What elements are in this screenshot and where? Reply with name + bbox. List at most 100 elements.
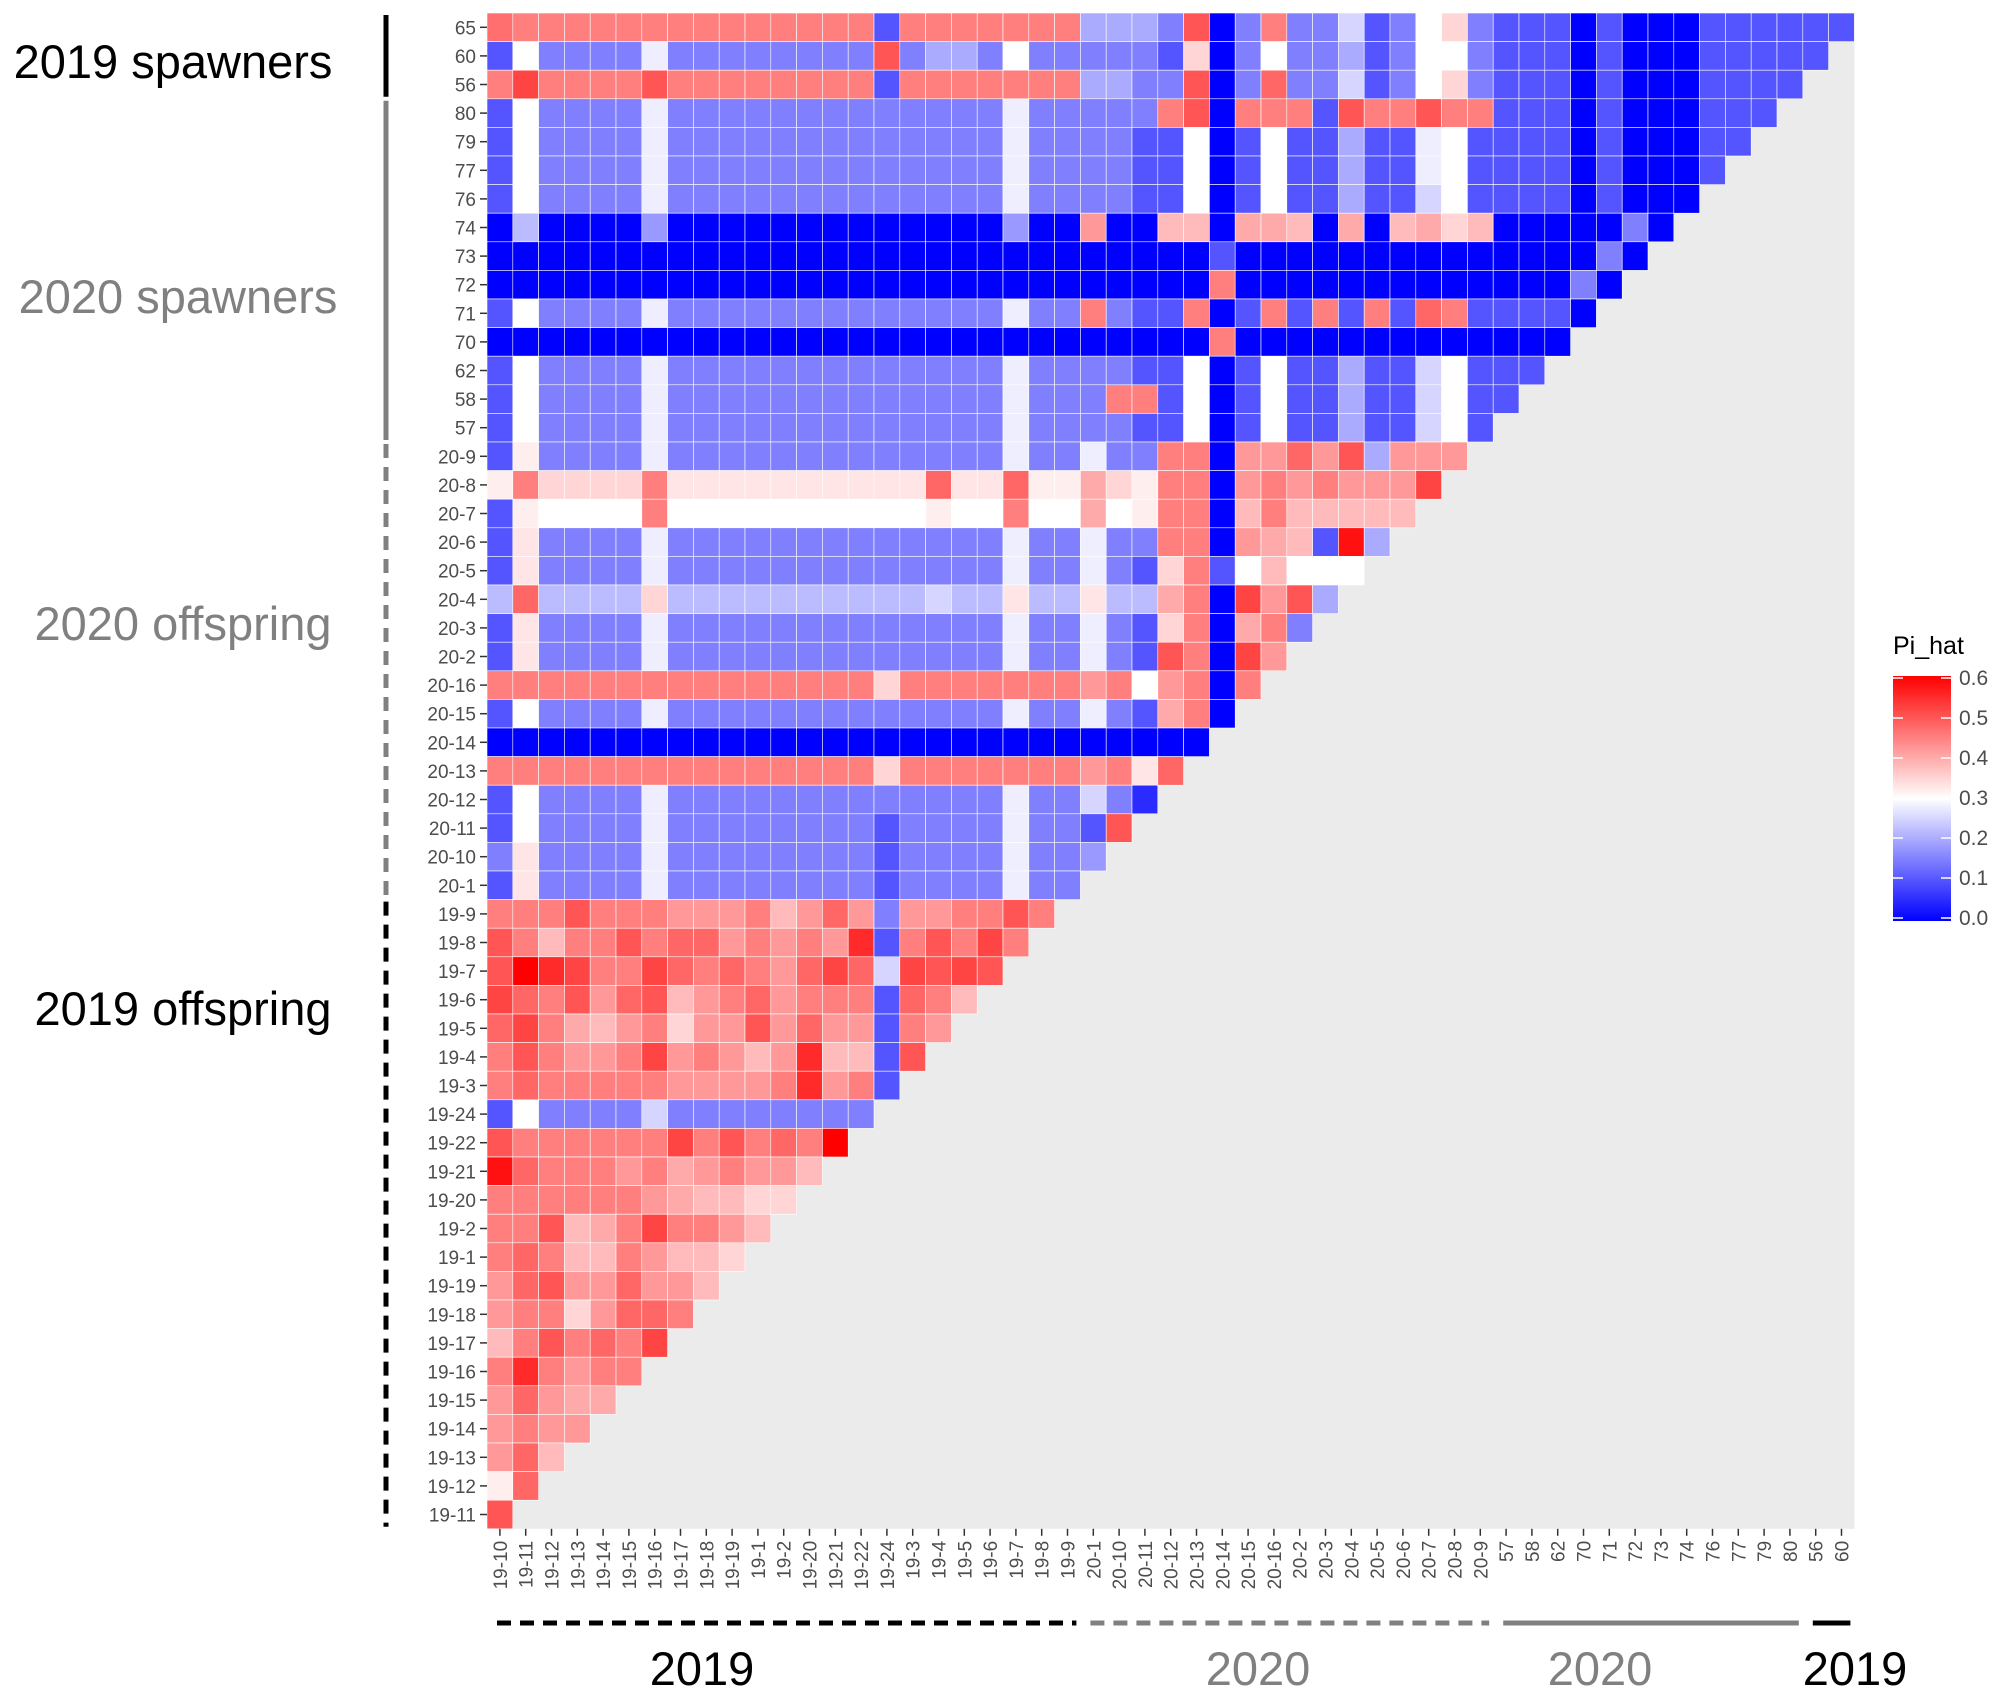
heatmap-cell	[1054, 241, 1081, 271]
y-tick-label: 20-4	[438, 590, 476, 611]
heatmap-cell	[512, 556, 539, 586]
heatmap-cell	[538, 355, 565, 386]
heatmap-cell	[718, 298, 746, 328]
heatmap-cell	[718, 355, 746, 386]
heatmap-cell	[718, 1213, 746, 1244]
heatmap-cell	[1131, 441, 1159, 471]
heatmap-cell	[486, 527, 514, 557]
heatmap-cell	[615, 1070, 643, 1101]
heatmap-cell	[1415, 441, 1442, 471]
heatmap-cell	[589, 556, 617, 586]
heatmap-cell	[1131, 498, 1159, 529]
heatmap-cell	[1105, 127, 1133, 157]
heatmap-cell	[1544, 41, 1571, 71]
heatmap-cell	[1002, 641, 1030, 672]
heatmap-cell	[796, 327, 823, 357]
heatmap-cell	[486, 1156, 514, 1186]
heatmap-cell	[1080, 270, 1107, 300]
heatmap-cell	[564, 1042, 591, 1072]
heatmap-cell	[951, 41, 978, 71]
heatmap-cell	[718, 441, 746, 471]
heatmap-cell	[1570, 270, 1597, 300]
heatmap-cell	[1415, 413, 1442, 443]
heatmap-cell	[1183, 384, 1210, 414]
heatmap-cell	[1080, 584, 1107, 614]
heatmap-cell	[925, 12, 952, 42]
heatmap-cell	[1544, 270, 1571, 300]
heatmap-cell	[1338, 556, 1365, 586]
heatmap-cell	[615, 1013, 643, 1043]
heatmap-cell	[1415, 184, 1442, 214]
heatmap-cell	[667, 441, 694, 471]
heatmap-cell	[1234, 670, 1262, 700]
x-tick-label: 19-24	[878, 1540, 899, 1589]
heatmap-cell	[538, 584, 565, 614]
heatmap-cell	[1002, 670, 1030, 700]
heatmap-cell	[1002, 413, 1030, 443]
heatmap-cell	[615, 985, 643, 1015]
heatmap-cell	[538, 1414, 565, 1444]
heatmap-cell	[1699, 41, 1726, 71]
heatmap-cell	[1183, 470, 1210, 500]
heatmap-cell	[641, 98, 668, 128]
heatmap-cell	[1234, 470, 1262, 500]
heatmap-cell	[1518, 241, 1546, 271]
x-tick-label: 19-14	[594, 1540, 615, 1589]
heatmap-cell	[512, 498, 539, 529]
heatmap-cell	[564, 784, 591, 815]
heatmap-cell	[770, 241, 797, 271]
heatmap-cell	[744, 270, 772, 300]
heatmap-cell	[1415, 12, 1442, 42]
heatmap-cell	[641, 355, 668, 386]
heatmap-cell	[1157, 41, 1184, 71]
heatmap-cell	[822, 927, 849, 958]
heatmap-cell	[615, 699, 643, 729]
heatmap-cell	[1441, 12, 1468, 42]
heatmap-cell	[925, 69, 952, 100]
heatmap-cell	[1028, 384, 1055, 414]
heatmap-cell	[589, 870, 617, 900]
heatmap-cell	[589, 1385, 617, 1415]
heatmap-cell	[1492, 355, 1520, 386]
heatmap-cell	[1002, 527, 1030, 557]
heatmap-cell	[1621, 12, 1649, 42]
heatmap-cell	[1209, 241, 1236, 271]
heatmap-cell	[486, 1471, 514, 1501]
heatmap-cell	[1286, 155, 1313, 185]
heatmap-cell	[564, 527, 591, 557]
heatmap-cell	[1002, 927, 1030, 958]
heatmap-cell	[1105, 270, 1133, 300]
heatmap-cell	[770, 641, 797, 672]
heatmap-cell	[951, 641, 978, 672]
heatmap-cell	[873, 241, 901, 271]
heatmap-cell	[1312, 184, 1339, 214]
heatmap-cell	[744, 870, 772, 900]
heatmap-cell	[1338, 69, 1365, 100]
heatmap-cell	[512, 1128, 539, 1158]
heatmap-cell	[1234, 298, 1262, 328]
heatmap-cell	[1105, 155, 1133, 185]
y-tick-label: 19-13	[427, 1448, 476, 1469]
heatmap-cell	[925, 899, 952, 929]
heatmap-cell	[1286, 441, 1313, 471]
heatmap-cell	[1080, 184, 1107, 214]
heatmap-cell	[1312, 241, 1339, 271]
heatmap-cell	[847, 413, 875, 443]
heatmap-cell	[1080, 498, 1107, 529]
heatmap-cell	[538, 98, 565, 128]
heatmap-cell	[1209, 470, 1236, 500]
heatmap-cell	[667, 842, 694, 872]
heatmap-cell	[564, 613, 591, 643]
heatmap-cell	[641, 1042, 668, 1072]
heatmap-cell	[641, 756, 668, 786]
heatmap-cell	[1441, 441, 1468, 471]
heatmap-cell	[847, 1070, 875, 1101]
heatmap-cell	[667, 784, 694, 815]
heatmap-cell	[1209, 327, 1236, 357]
heatmap-cell	[1286, 584, 1313, 614]
heatmap-cell	[641, 985, 668, 1015]
heatmap-cell	[718, 498, 746, 529]
heatmap-cell	[847, 641, 875, 672]
heatmap-cell	[976, 441, 1004, 471]
heatmap-cell	[1673, 155, 1700, 185]
